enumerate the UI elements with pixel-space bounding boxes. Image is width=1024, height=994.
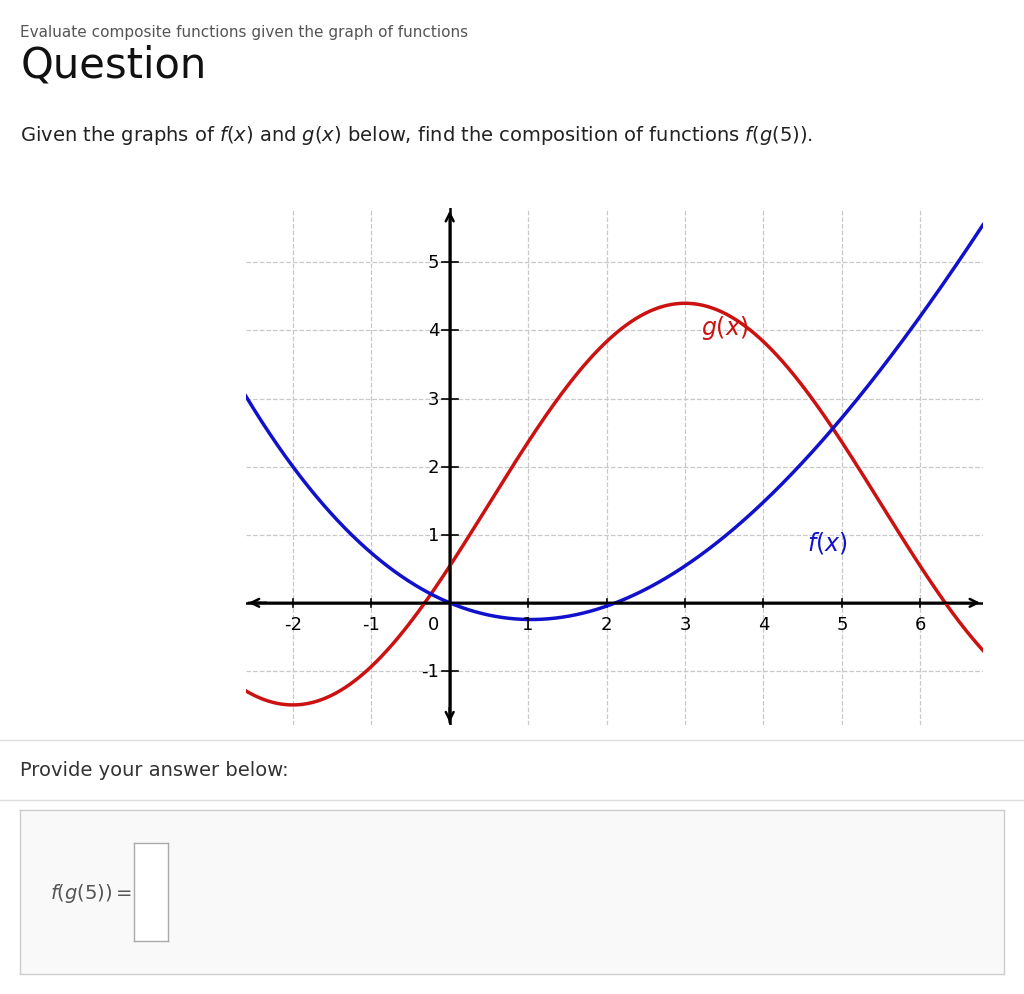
Text: 0: 0 — [428, 615, 439, 633]
Text: 3: 3 — [679, 615, 691, 633]
Text: Evaluate composite functions given the graph of functions: Evaluate composite functions given the g… — [20, 25, 469, 40]
Text: 2: 2 — [601, 615, 612, 633]
Text: -1: -1 — [422, 662, 439, 680]
Text: $f(g(5)) =$: $f(g(5)) =$ — [50, 881, 132, 904]
Text: 4: 4 — [428, 322, 439, 340]
Text: -2: -2 — [284, 615, 302, 633]
Text: 5: 5 — [837, 615, 848, 633]
Text: 5: 5 — [428, 254, 439, 272]
Text: 1: 1 — [522, 615, 534, 633]
Text: 4: 4 — [758, 615, 769, 633]
Text: Provide your answer below:: Provide your answer below: — [20, 760, 289, 779]
Text: $f(x)$: $f(x)$ — [807, 529, 847, 555]
Text: 1: 1 — [428, 526, 439, 544]
Text: -1: -1 — [362, 615, 380, 633]
Text: Given the graphs of $f(x)$ and $g(x)$ below, find the composition of functions $: Given the graphs of $f(x)$ and $g(x)$ be… — [20, 124, 813, 147]
Text: 3: 3 — [428, 391, 439, 409]
Text: 2: 2 — [428, 458, 439, 476]
Text: Question: Question — [20, 45, 207, 86]
Text: $g(x)$: $g(x)$ — [700, 314, 748, 342]
Text: 6: 6 — [914, 615, 926, 633]
